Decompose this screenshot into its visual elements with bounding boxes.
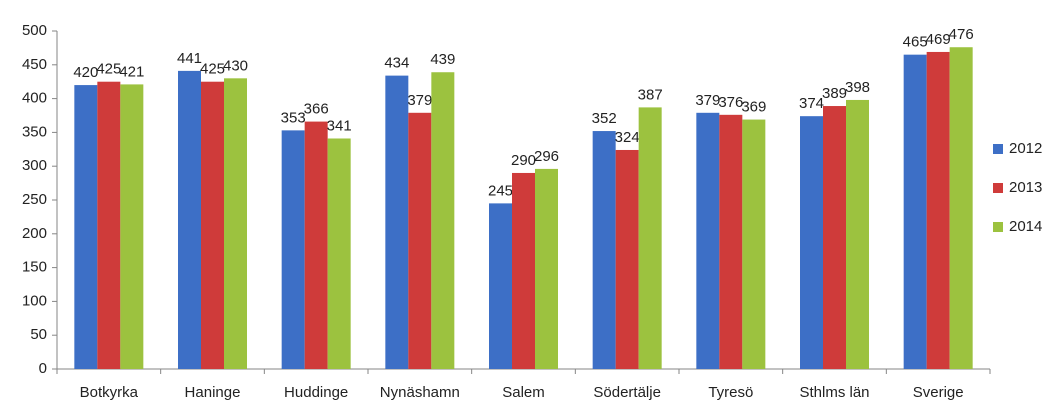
y-tick-label: 450	[22, 56, 47, 73]
data-label: 366	[304, 101, 329, 118]
data-label: 421	[119, 63, 144, 80]
data-label: 369	[741, 99, 766, 116]
bar	[823, 106, 846, 369]
x-tick-label: Södertälje	[593, 384, 661, 401]
legend-swatch	[993, 222, 1003, 232]
y-tick-label: 300	[22, 157, 47, 174]
bar	[281, 130, 305, 369]
bar	[638, 107, 662, 369]
x-tick-label: Sverige	[913, 384, 964, 401]
data-label: 420	[73, 64, 98, 81]
x-tick-label: Nynäshamn	[380, 384, 460, 401]
data-label: 379	[695, 92, 720, 109]
bar	[178, 70, 201, 369]
x-tick-label: Salem	[502, 384, 545, 401]
data-label: 324	[615, 129, 640, 146]
bar	[535, 168, 558, 369]
bar	[201, 81, 224, 369]
bar	[74, 85, 98, 369]
x-tick-label: Tyresö	[708, 384, 753, 401]
data-label: 245	[488, 182, 513, 199]
legend-swatch	[993, 183, 1003, 193]
data-label: 439	[430, 51, 455, 68]
bar	[97, 81, 121, 369]
legend-swatch	[993, 144, 1003, 154]
bar	[615, 149, 639, 369]
y-tick-label: 150	[22, 259, 47, 276]
bar	[431, 72, 455, 370]
data-label: 387	[638, 86, 663, 103]
data-label: 376	[718, 94, 743, 111]
bar	[224, 78, 247, 369]
y-tick-label: 100	[22, 292, 47, 309]
bar	[719, 114, 743, 369]
x-tick-label: Haninge	[185, 384, 241, 401]
bar	[304, 121, 328, 369]
bar	[949, 47, 973, 369]
x-tick-label: Huddinge	[284, 384, 348, 401]
bar	[120, 84, 144, 370]
data-label: 374	[799, 95, 824, 112]
bar	[742, 119, 766, 369]
legend-label: 2013	[1009, 179, 1042, 196]
data-label: 434	[384, 55, 409, 72]
data-label: 476	[949, 26, 974, 43]
bar	[489, 203, 512, 369]
data-label: 341	[327, 117, 352, 134]
data-label: 441	[177, 50, 202, 67]
bar	[408, 112, 432, 370]
bar	[592, 131, 616, 369]
data-label: 290	[511, 152, 536, 169]
bar	[512, 172, 535, 369]
data-label: 296	[534, 148, 559, 165]
bar	[903, 54, 927, 369]
y-tick-label: 500	[22, 22, 47, 39]
bar	[926, 51, 950, 370]
data-label: 469	[926, 31, 951, 48]
x-tick-label: Botkyrka	[80, 384, 139, 401]
bar	[800, 116, 823, 370]
data-label: 379	[407, 92, 432, 109]
data-label: 465	[903, 34, 928, 51]
data-label: 425	[200, 61, 225, 78]
data-label: 352	[592, 110, 617, 127]
data-label: 425	[96, 61, 121, 78]
y-tick-label: 350	[22, 123, 47, 140]
bar	[385, 75, 409, 369]
y-tick-label: 250	[22, 191, 47, 208]
y-tick-label: 50	[30, 326, 47, 343]
data-label: 389	[822, 85, 847, 102]
y-tick-label: 400	[22, 90, 47, 107]
y-tick-label: 200	[22, 225, 47, 242]
bar	[846, 99, 869, 370]
bar	[327, 138, 351, 369]
data-label: 353	[281, 109, 306, 126]
legend-label: 2012	[1009, 140, 1042, 157]
data-label: 430	[223, 57, 248, 74]
legend-label: 2014	[1009, 218, 1042, 235]
bar	[696, 112, 720, 370]
data-label: 398	[845, 79, 870, 96]
y-tick-label: 0	[39, 360, 47, 377]
x-tick-label: Sthlms län	[799, 384, 869, 401]
